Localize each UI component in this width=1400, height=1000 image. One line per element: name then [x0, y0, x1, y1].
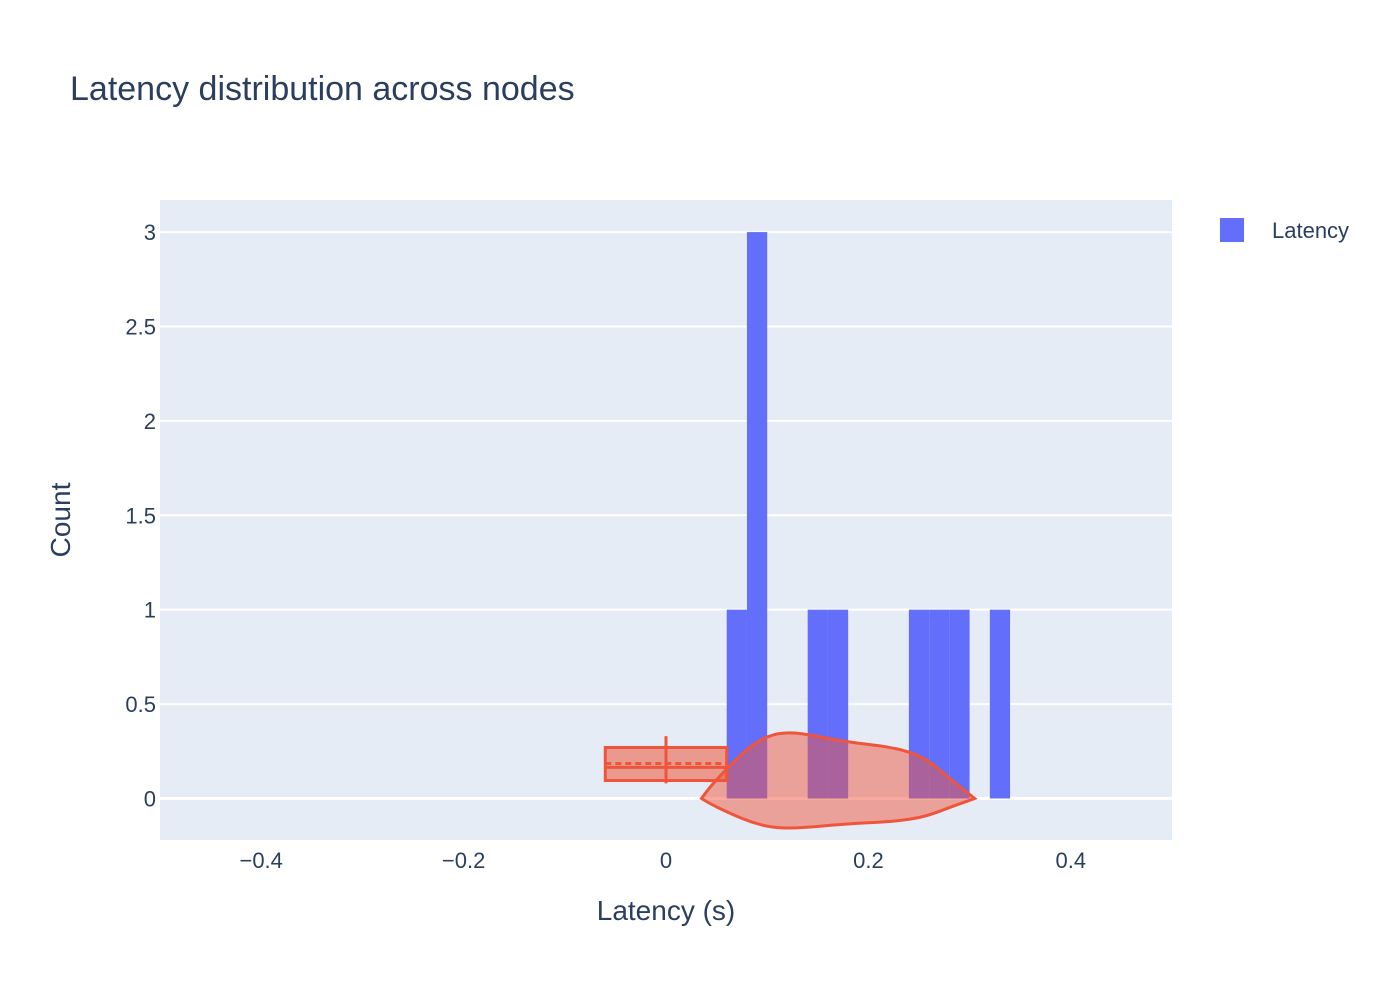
histogram-bar[interactable] — [746, 232, 768, 799]
histogram-bar[interactable] — [908, 609, 930, 799]
y-tick-label: 2 — [144, 409, 156, 434]
x-tick-label: −0.4 — [239, 848, 282, 873]
x-axis-ticks: −0.4 −0.2 0 0.2 0.4 — [239, 848, 1086, 873]
x-tick-label: 0 — [660, 848, 672, 873]
histogram-bar[interactable] — [929, 609, 950, 799]
violin-body[interactable] — [699, 731, 978, 830]
y-tick-label: 0.5 — [125, 692, 156, 717]
x-tick-label: −0.2 — [442, 848, 485, 873]
y-tick-label: 0 — [144, 786, 156, 811]
legend[interactable]: Latency — [1220, 218, 1349, 243]
chart-title: Latency distribution across nodes — [70, 70, 575, 108]
legend-label[interactable]: Latency — [1272, 218, 1349, 243]
histogram-bars — [726, 232, 1011, 799]
y-tick-label: 1 — [144, 598, 156, 623]
x-axis-title: Latency (s) — [597, 895, 736, 926]
histogram-bar[interactable] — [989, 609, 1011, 799]
y-tick-label: 2.5 — [125, 314, 156, 339]
x-tick-label: 0.2 — [853, 848, 884, 873]
legend-swatch[interactable] — [1220, 218, 1244, 242]
x-tick-label: 0.4 — [1056, 848, 1087, 873]
y-axis-ticks: 0 0.5 1 1.5 2 2.5 3 — [125, 220, 156, 811]
histogram-bar[interactable] — [726, 609, 747, 799]
gridlines — [160, 231, 1172, 800]
y-tick-label: 3 — [144, 220, 156, 245]
histogram-bar[interactable] — [949, 609, 970, 799]
violin-plot — [603, 731, 978, 830]
y-axis-title: Count — [45, 482, 76, 557]
y-tick-label: 1.5 — [125, 503, 156, 528]
